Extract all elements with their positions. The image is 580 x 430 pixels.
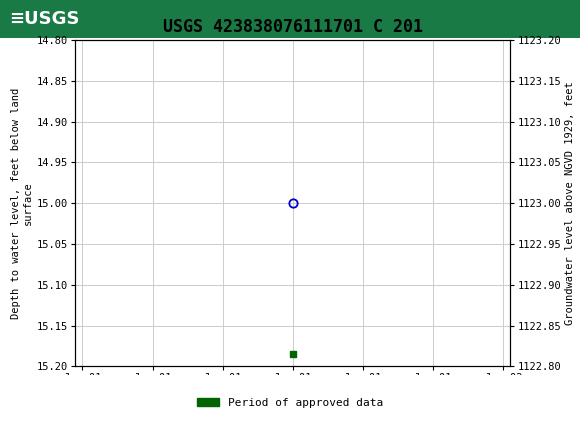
Legend: Period of approved data: Period of approved data xyxy=(193,393,387,412)
Text: ≡USGS: ≡USGS xyxy=(9,10,79,28)
Y-axis label: Groundwater level above NGVD 1929, feet: Groundwater level above NGVD 1929, feet xyxy=(566,81,575,325)
Title: USGS 423838076111701 C 201: USGS 423838076111701 C 201 xyxy=(163,18,423,36)
Y-axis label: Depth to water level, feet below land
surface: Depth to water level, feet below land su… xyxy=(12,88,33,319)
